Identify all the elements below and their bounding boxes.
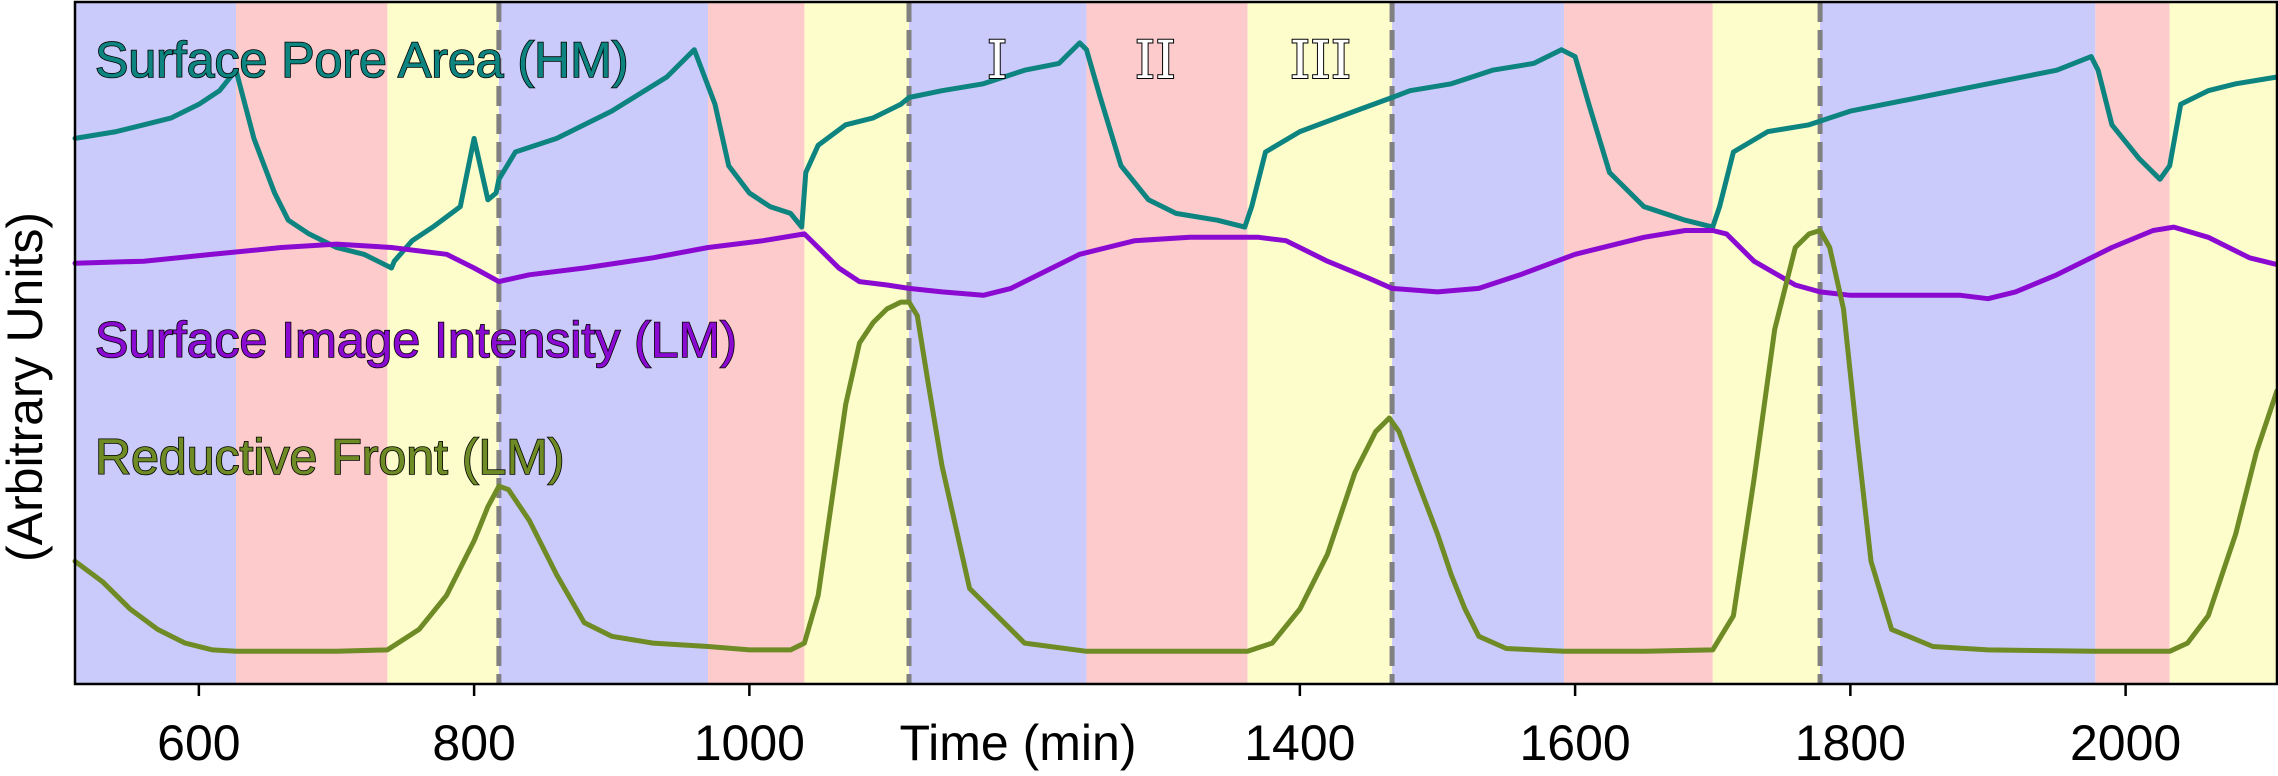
series-lines [72, 40, 2278, 654]
series-label-reductive-front: Reductive Front (LM) [95, 429, 565, 485]
series-label-pore-area: Surface Pore Area (HM) [95, 32, 629, 88]
x-tick-label-3: 1400 [1244, 715, 1355, 771]
x-tick-label-2: 1000 [694, 715, 805, 771]
phase-band-I-6 [909, 2, 1087, 684]
phase-band-II-7 [1086, 2, 1248, 684]
x-ticks: 600 800 1000 1400 1600 1800 2000 [157, 684, 2181, 771]
series-line-0 [72, 40, 2278, 271]
series-line-1 [72, 224, 2278, 302]
x-tick-label-5: 1800 [1795, 715, 1906, 771]
x-tick-label-4: 1600 [1519, 715, 1630, 771]
dashed-markers [496, 2, 1823, 684]
series-label-image-intensity: Surface Image Intensity (LM) [95, 312, 737, 368]
x-tick-label-6: 2000 [2070, 715, 2181, 771]
phase-band-I-9 [1392, 2, 1565, 684]
phase-label-I: I [987, 31, 1008, 91]
plot-frame [73, 0, 2278, 686]
x-tick-label-1: 800 [432, 715, 515, 771]
x-axis-label: Time (min) [899, 715, 1136, 771]
phase-band-III-2 [387, 2, 499, 684]
phase-label-III: III [1290, 31, 1352, 91]
phase-band-II-1 [236, 2, 388, 684]
phase-band-III-11 [1712, 2, 1821, 684]
phase-label-II: II [1135, 31, 1176, 91]
series-line-2 [72, 228, 2278, 654]
x-tick-label-0: 600 [157, 715, 240, 771]
phase-labels: I II III [986, 30, 1353, 92]
phase-bands [75, 2, 2277, 684]
phase-band-I-0 [75, 2, 237, 684]
phase-band-II-4 [708, 2, 805, 684]
phase-band-I-12 [1820, 2, 2096, 684]
y-axis-label: (Arbitrary Units) [0, 212, 53, 562]
phase-band-II-10 [1564, 2, 1713, 684]
